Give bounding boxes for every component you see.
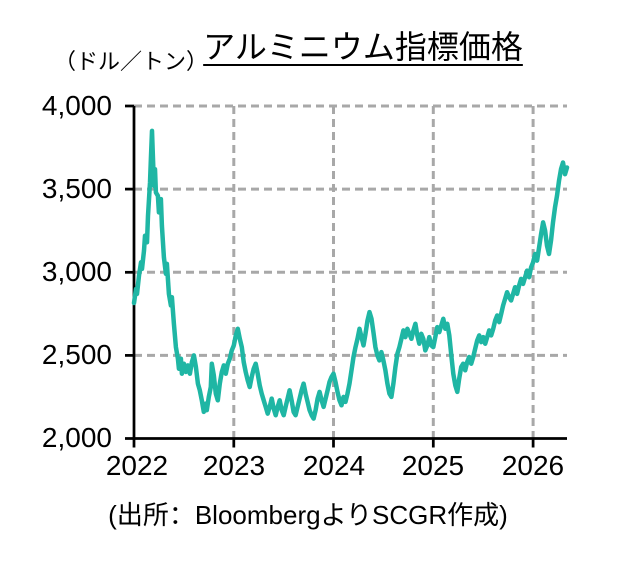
y-axis-unit-label: （ドル／トン） (54, 49, 209, 74)
x-tick-label-2024: 2024 (302, 450, 366, 481)
y-tick-label-3500: 3,500 (41, 173, 112, 204)
y-tick-label-3000: 3,000 (41, 256, 112, 287)
x-tick-label-2022: 2022 (105, 450, 169, 481)
y-tick-label-2000: 2,000 (41, 422, 112, 453)
x-tick-label-2025: 2025 (401, 450, 465, 481)
x-tick-label-2023: 2023 (202, 450, 266, 481)
chart-title: アルミニウム指標価格 (203, 29, 523, 65)
source-note: (出所：BloombergよりSCGR作成) (108, 500, 508, 530)
x-tick-label-2026: 2026 (501, 450, 565, 481)
y-tick-label-2500: 2,500 (41, 339, 112, 370)
y-tick-label-4000: 4,000 (41, 90, 112, 121)
